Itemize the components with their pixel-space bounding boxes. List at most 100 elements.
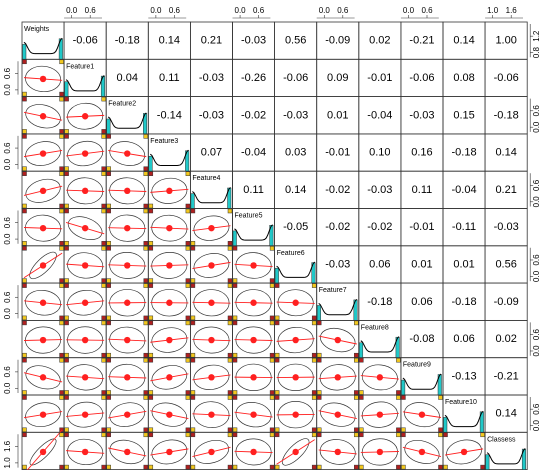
- corner-marker: [269, 320, 275, 326]
- corner-marker: [106, 171, 111, 176]
- center-point: [208, 299, 215, 306]
- correlation-value: -0.08: [409, 333, 434, 345]
- panel-r3-c10: -0.18: [442, 133, 486, 172]
- correlation-ellipse: [193, 364, 230, 390]
- corner-marker: [101, 464, 106, 470]
- corner-marker: [64, 246, 69, 251]
- corner-marker: [227, 427, 233, 433]
- correlation-value: -0.21: [409, 35, 434, 47]
- center-point: [81, 411, 89, 418]
- corner-marker: [316, 432, 322, 438]
- correlation-value: 0.14: [495, 408, 516, 420]
- panel-r3-c11: 0.14: [484, 133, 528, 172]
- corner-marker: [22, 246, 27, 251]
- variable-label: Feature7: [319, 287, 347, 294]
- corner-marker: [106, 283, 111, 288]
- corner-marker: [274, 357, 280, 363]
- corner-marker: [101, 283, 106, 288]
- corner-marker: [401, 432, 406, 438]
- panel-r1-c10: 0.08: [442, 58, 486, 97]
- corner-marker: [354, 320, 359, 326]
- panel-r6-c4: [189, 245, 233, 284]
- tick-label: 0.6: [532, 254, 541, 266]
- corner-marker: [106, 203, 111, 209]
- corner-marker: [227, 357, 233, 363]
- histogram-bar: [106, 118, 111, 135]
- corner-marker: [232, 427, 238, 433]
- correlation-value: -0.03: [199, 72, 224, 84]
- corner-marker: [396, 432, 401, 438]
- corner-marker: [22, 129, 27, 134]
- panel-r2-c9: -0.03: [400, 96, 444, 135]
- corner-marker: [143, 357, 149, 363]
- correlation-value: -0.26: [241, 72, 266, 84]
- correlation-ellipse: [29, 251, 57, 280]
- correlation-value: 0.06: [411, 296, 432, 308]
- histogram-bar: [232, 230, 237, 247]
- center-point: [39, 224, 47, 232]
- panel-r6-c3: [147, 245, 191, 284]
- corner-marker: [354, 395, 359, 400]
- corner-marker: [22, 395, 27, 400]
- panel-r8-c4: [189, 319, 233, 359]
- tick-label: 0.0: [150, 6, 162, 15]
- correlation-ellipse: [109, 402, 146, 427]
- corner-marker: [22, 134, 27, 139]
- panel-r9-c7: [316, 357, 360, 396]
- corner-marker: [59, 390, 64, 395]
- corner-marker: [185, 432, 191, 438]
- corner-marker: [311, 315, 317, 321]
- correlation-ellipse: [25, 365, 61, 390]
- panel-r4-c1: [63, 170, 107, 209]
- corner-marker: [101, 352, 106, 358]
- correlation-value: -0.06: [73, 35, 98, 47]
- variable-label: Feature3: [150, 138, 178, 145]
- corner-marker: [227, 432, 233, 438]
- correlation-ellipse: [235, 402, 272, 428]
- corner-marker: [64, 464, 69, 470]
- correlation-ellipse: [193, 215, 230, 241]
- panel-r1-c2: 0.04: [105, 58, 149, 97]
- panel-r7-c1: [63, 282, 107, 321]
- correlation-ellipse: [109, 141, 146, 166]
- panel-r4-c8: -0.03: [358, 170, 402, 209]
- panel-r0-c8: 0.02: [358, 21, 402, 60]
- corner-marker: [227, 283, 233, 288]
- panel-r0-c11: 1.00: [484, 21, 528, 60]
- center-point: [208, 411, 215, 418]
- corner-marker: [143, 171, 149, 176]
- center-point: [460, 448, 468, 456]
- corner-marker: [59, 315, 64, 321]
- corner-marker: [143, 427, 149, 433]
- corner-marker: [22, 315, 27, 321]
- corner-marker: [185, 283, 191, 288]
- panel-r4-c0: [21, 170, 65, 209]
- corner-marker: [101, 315, 106, 321]
- corner-marker: [438, 395, 443, 400]
- corner-marker: [274, 352, 280, 358]
- corner-marker: [143, 208, 149, 214]
- panel-r9-c11: -0.21: [484, 357, 528, 396]
- center-point: [166, 299, 173, 306]
- correlation-value: 0.21: [201, 35, 222, 47]
- corner-marker: [143, 134, 149, 139]
- center-point: [124, 150, 131, 157]
- tick-label: 0.0: [235, 6, 247, 15]
- correlation-value: 0.14: [285, 184, 306, 196]
- center-point: [208, 336, 215, 344]
- panel-r1-c1: Feature1: [63, 58, 107, 97]
- corner-marker: [22, 203, 27, 209]
- panel-r9-c4: [189, 357, 233, 396]
- center-point: [39, 336, 47, 344]
- corner-marker: [354, 432, 359, 438]
- panel-r0-c4: 0.21: [189, 21, 233, 60]
- correlation-ellipse: [25, 178, 61, 203]
- correlation-value: 0.14: [453, 35, 474, 47]
- correlation-value: 0.08: [453, 72, 474, 84]
- panel-r11-c6: [274, 431, 318, 470]
- center-point: [39, 150, 47, 157]
- histogram-bar: [443, 417, 448, 433]
- panel-r10-c0: [21, 394, 65, 433]
- corner-marker: [311, 352, 317, 358]
- corner-marker: [274, 427, 280, 433]
